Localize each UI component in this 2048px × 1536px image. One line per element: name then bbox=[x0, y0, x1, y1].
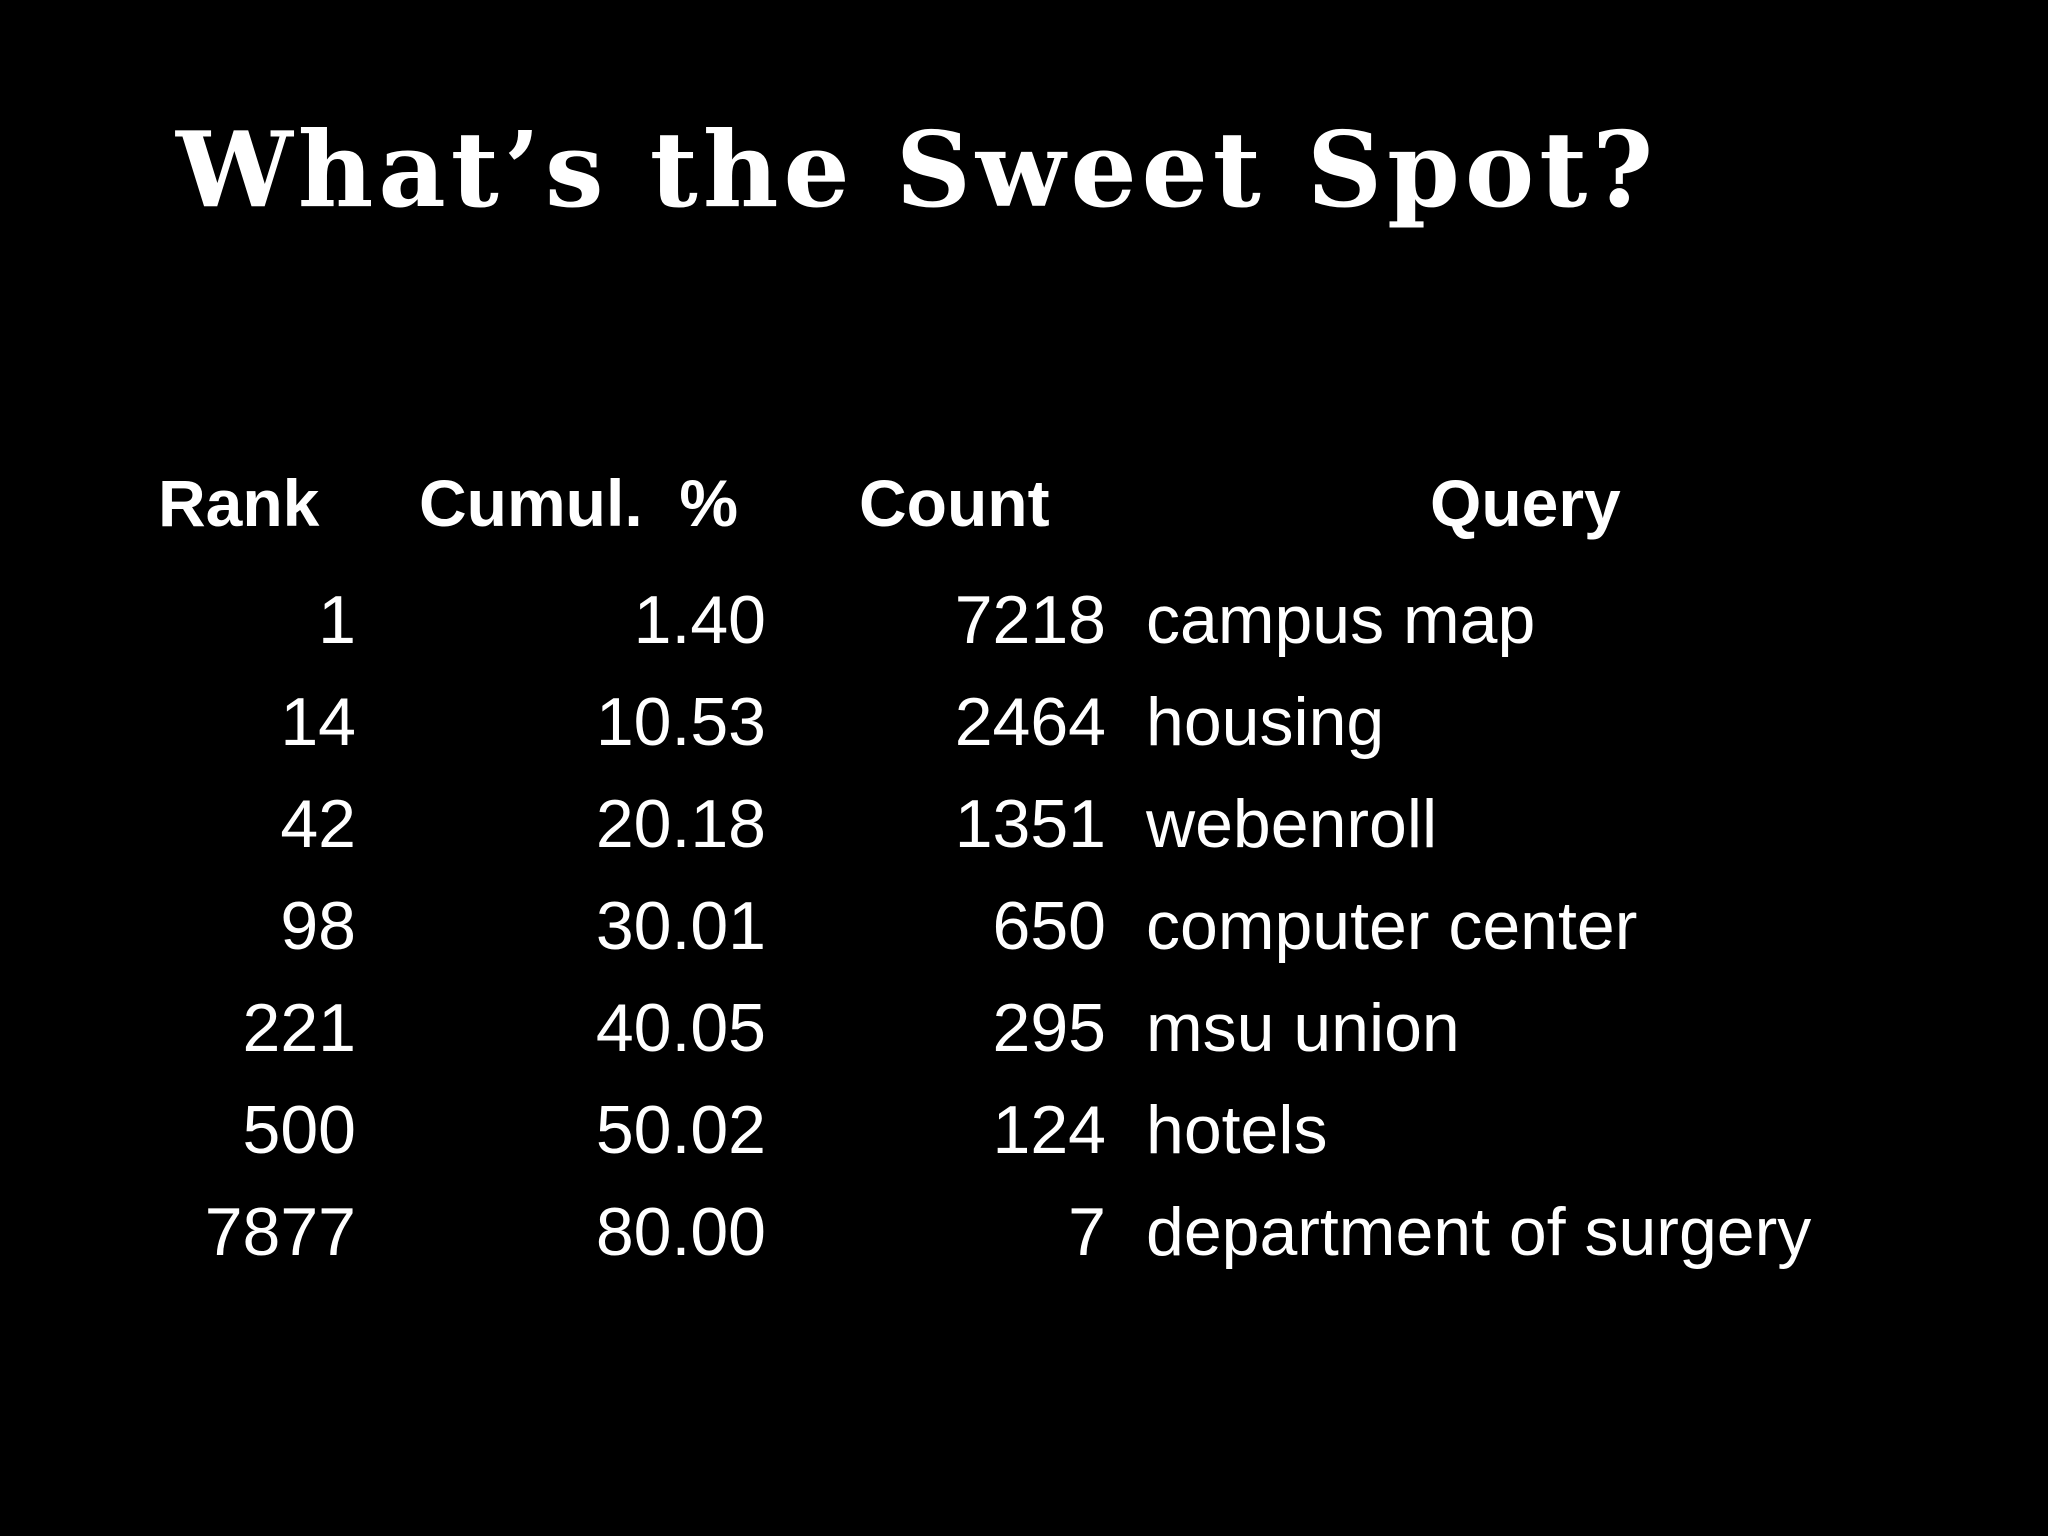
cell-count: 7218 bbox=[954, 582, 1106, 658]
cell-cumul-percent: 80.00 bbox=[595, 1194, 766, 1270]
cell-count: 650 bbox=[992, 888, 1106, 964]
table-row: 500 50.02 124 hotels bbox=[0, 1090, 2048, 1192]
table-body: 1 1.40 7218 campus map 14 10.53 2464 hou… bbox=[0, 580, 2048, 1294]
cell-query: department of surgery bbox=[1146, 1194, 1812, 1270]
cell-cumul-percent: 10.53 bbox=[595, 684, 766, 760]
cell-cumul-percent: 30.01 bbox=[595, 888, 766, 964]
cell-cumul-percent: 20.18 bbox=[595, 786, 766, 862]
table-row: 98 30.01 650 computer center bbox=[0, 886, 2048, 988]
cell-rank: 500 bbox=[242, 1092, 356, 1168]
slide-title: What’s the Sweet Spot? bbox=[176, 108, 1659, 231]
cell-rank: 7877 bbox=[204, 1194, 356, 1270]
header-cumul-percent: Cumul. % bbox=[419, 466, 739, 540]
table-row: 221 40.05 295 msu union bbox=[0, 988, 2048, 1090]
cell-rank: 42 bbox=[280, 786, 356, 862]
table-row: 14 10.53 2464 housing bbox=[0, 682, 2048, 784]
cell-cumul-percent: 40.05 bbox=[595, 990, 766, 1066]
cell-rank: 221 bbox=[242, 990, 356, 1066]
cell-count: 124 bbox=[992, 1092, 1106, 1168]
cell-query: housing bbox=[1146, 684, 1385, 760]
header-query: Query bbox=[1430, 466, 1621, 540]
cell-rank: 1 bbox=[318, 582, 356, 658]
table-row: 42 20.18 1351 webenroll bbox=[0, 784, 2048, 886]
table-header: Rank Cumul. % Count Query bbox=[0, 463, 2048, 543]
cell-count: 2464 bbox=[954, 684, 1106, 760]
cell-query: computer center bbox=[1146, 888, 1638, 964]
cell-cumul-percent: 50.02 bbox=[595, 1092, 766, 1168]
header-rank: Rank bbox=[158, 466, 320, 540]
cell-cumul-percent: 1.40 bbox=[633, 582, 766, 658]
cell-query: campus map bbox=[1146, 582, 1536, 658]
cell-count: 7 bbox=[1068, 1194, 1106, 1270]
table-row: 7877 80.00 7 department of surgery bbox=[0, 1192, 2048, 1294]
cell-count: 295 bbox=[992, 990, 1106, 1066]
cell-query: msu union bbox=[1146, 990, 1460, 1066]
cell-query: hotels bbox=[1146, 1092, 1328, 1168]
cell-count: 1351 bbox=[954, 786, 1106, 862]
header-count: Count bbox=[859, 466, 1050, 540]
cell-query: webenroll bbox=[1146, 786, 1438, 862]
cell-rank: 98 bbox=[280, 888, 356, 964]
table-row: 1 1.40 7218 campus map bbox=[0, 580, 2048, 682]
cell-rank: 14 bbox=[280, 684, 356, 760]
